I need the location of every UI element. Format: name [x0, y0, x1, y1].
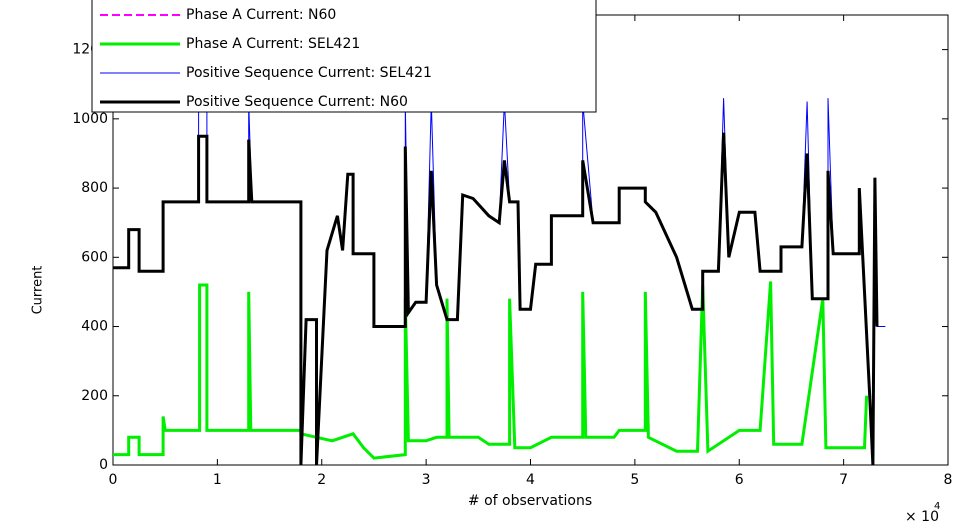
- y-axis-label: Current: [31, 266, 46, 315]
- x-tick-label: 7: [839, 472, 848, 488]
- legend-label: Positive Sequence Current: SEL421: [186, 65, 432, 81]
- y-tick-label: 1000: [72, 111, 108, 127]
- legend-label: Positive Sequence Current: N60: [186, 94, 408, 110]
- x-exponent: 4: [934, 501, 940, 512]
- y-tick-label: 600: [81, 249, 108, 265]
- y-tick-label: 400: [81, 319, 108, 335]
- x-axis-label: # of observations: [468, 493, 592, 509]
- series-line: [113, 281, 869, 460]
- y-tick-label: 200: [81, 388, 108, 404]
- x-multiplier: × 10: [905, 509, 939, 525]
- legend-label: Phase A Current: N60: [186, 7, 336, 23]
- x-tick-label: 6: [735, 472, 744, 488]
- x-tick-label: 4: [526, 472, 535, 488]
- y-tick-label: 800: [81, 180, 108, 196]
- x-tick-label: 8: [944, 472, 953, 488]
- legend-box: [91, 0, 597, 113]
- y-tick-label: 0: [99, 457, 108, 473]
- x-tick-label: 3: [422, 472, 431, 488]
- x-tick-label: 0: [109, 472, 118, 488]
- x-tick-label: 5: [630, 472, 639, 488]
- x-tick-label: 2: [317, 472, 326, 488]
- x-tick-label: 1: [213, 472, 222, 488]
- series-line: [113, 132, 879, 466]
- legend: Phase A Current: N60 Phase A Current: SEL…: [91, 0, 597, 113]
- legend-label: Phase A Current: SEL421: [186, 36, 360, 52]
